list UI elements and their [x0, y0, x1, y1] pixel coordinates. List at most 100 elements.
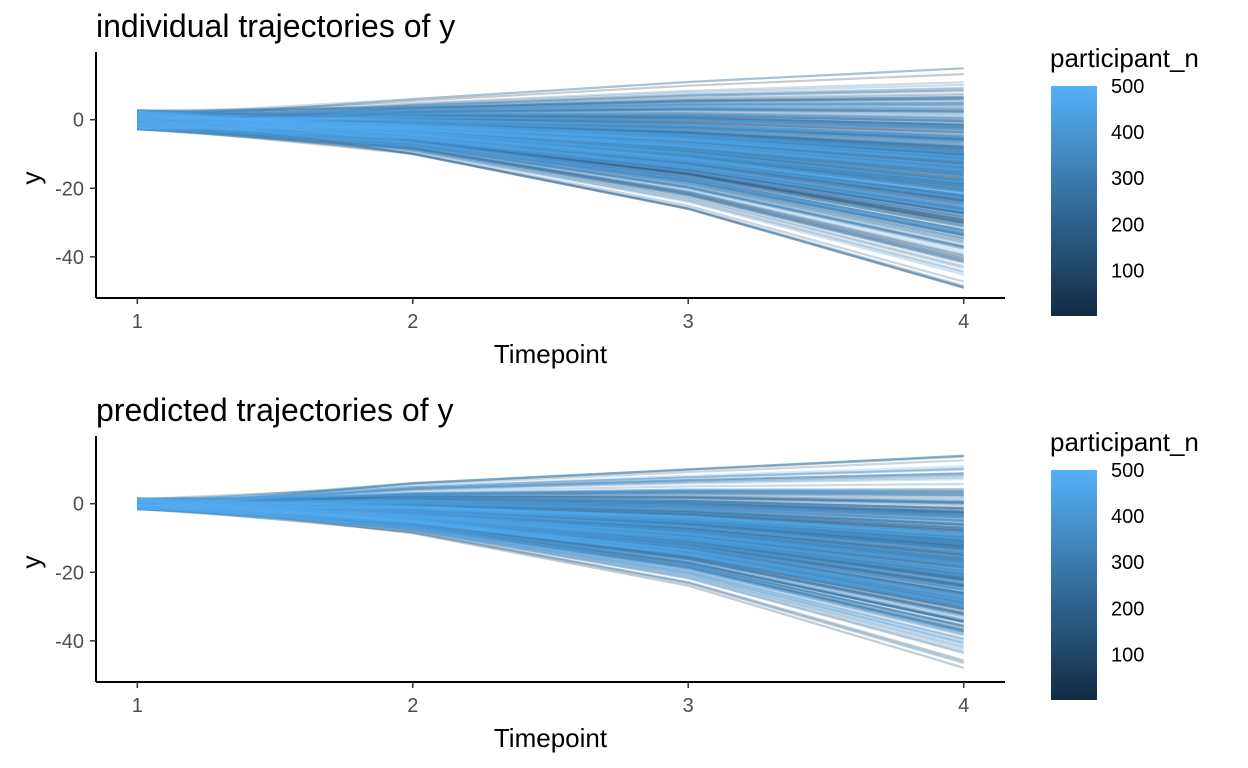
trajectory-line: [137, 118, 964, 160]
trajectory-line: [137, 500, 964, 575]
trajectory-line: [137, 499, 964, 515]
trajectory-line: [137, 503, 964, 555]
trajectory-line: [137, 126, 964, 206]
trajectory-line: [137, 505, 964, 563]
trajectory-line: [137, 499, 964, 557]
trajectory-line: [137, 498, 964, 574]
trajectory-line: [137, 124, 964, 201]
trajectory-line: [137, 503, 964, 545]
trajectory-line: [137, 478, 964, 501]
trajectory-line: [137, 118, 964, 137]
trajectory-line: [137, 503, 964, 633]
trajectory-line: [137, 122, 964, 224]
trajectory-line: [137, 506, 964, 572]
trajectory-line: [137, 125, 964, 257]
trajectory-line: [137, 498, 964, 549]
trajectory-line: [137, 500, 964, 519]
trajectory-line: [137, 501, 964, 595]
trajectory-line: [137, 125, 964, 173]
trajectory-line: [137, 498, 964, 598]
trajectory-line: [137, 499, 964, 576]
trajectory-line: [137, 498, 964, 547]
trajectory-line: [137, 115, 964, 144]
trajectory-line: [137, 118, 964, 173]
trajectory-line: [137, 507, 964, 622]
trajectory-line: [137, 507, 964, 607]
trajectory-line: [137, 115, 964, 198]
trajectory-line: [137, 500, 964, 541]
trajectory-line: [137, 505, 964, 548]
trajectory-line: [137, 127, 964, 233]
trajectory-line: [137, 110, 964, 209]
trajectory-line: [137, 497, 964, 564]
trajectory-line: [137, 501, 964, 532]
trajectory-line: [137, 124, 964, 158]
trajectory-line: [137, 111, 964, 126]
trajectory-line: [137, 498, 964, 535]
trajectory-line: [137, 498, 964, 593]
trajectory-line: [137, 119, 964, 171]
trajectory-line: [137, 507, 964, 564]
trajectory-line: [137, 109, 964, 140]
trajectory-line: [137, 496, 964, 507]
trajectory-line: [137, 123, 964, 163]
trajectory-line: [137, 122, 964, 260]
trajectory-line: [137, 119, 964, 207]
y-tick-label: 0: [73, 110, 84, 132]
trajectory-line: [137, 507, 964, 577]
trajectory-line: [137, 502, 964, 597]
trajectory-line: [137, 112, 964, 184]
trajectory-line: [137, 117, 964, 178]
trajectory-line: [137, 110, 964, 154]
trajectory-line: [137, 123, 964, 193]
trajectory-line: [137, 498, 964, 579]
trajectory-line: [137, 498, 964, 543]
trajectory-line: [137, 505, 964, 539]
trajectory-line: [137, 110, 964, 210]
trajectory-line: [137, 507, 964, 560]
trajectory-line: [137, 498, 964, 513]
trajectory-line: [137, 128, 964, 230]
trajectory-line: [137, 501, 964, 632]
trajectory-line: [137, 119, 964, 187]
trajectory-line: [137, 504, 964, 580]
trajectory-line: [137, 502, 964, 571]
trajectory-line: [137, 499, 964, 633]
trajectory-line: [137, 499, 964, 544]
trajectory-line: [137, 123, 964, 177]
trajectory-line: [137, 123, 964, 183]
trajectory-line: [137, 124, 964, 158]
trajectory-line: [137, 503, 964, 647]
trajectory-line: [137, 123, 964, 165]
trajectory-line: [137, 498, 964, 540]
trajectory-line: [137, 454, 964, 509]
trajectory-line: [137, 498, 964, 587]
trajectory-line: [137, 128, 964, 242]
trajectory-line: [137, 499, 964, 547]
trajectory-line: [137, 125, 964, 192]
trajectory-line: [137, 497, 964, 586]
trajectory-line: [137, 118, 964, 139]
trajectory-line: [137, 125, 964, 197]
trajectory-line: [137, 110, 964, 142]
trajectory-line: [137, 504, 964, 606]
trajectory-line: [137, 502, 964, 566]
trajectory-line: [137, 127, 964, 181]
trajectory-line: [137, 507, 964, 590]
trajectory-line: [137, 124, 964, 160]
trajectory-line: [137, 112, 964, 197]
trajectory-line: [137, 506, 964, 582]
trajectory-line: [137, 114, 964, 126]
trajectory-line: [137, 110, 964, 211]
trajectory-line: [137, 115, 964, 136]
trajectory-line: [137, 504, 964, 567]
trajectory-line: [137, 503, 964, 532]
trajectory-line: [137, 508, 964, 587]
trajectory-line: [137, 503, 964, 574]
trajectory-line: [137, 504, 964, 570]
trajectory-line: [137, 497, 964, 610]
trajectory-line: [137, 119, 964, 160]
trajectory-line: [137, 113, 964, 232]
trajectory-line: [137, 502, 964, 525]
trajectory-line: [137, 498, 964, 534]
